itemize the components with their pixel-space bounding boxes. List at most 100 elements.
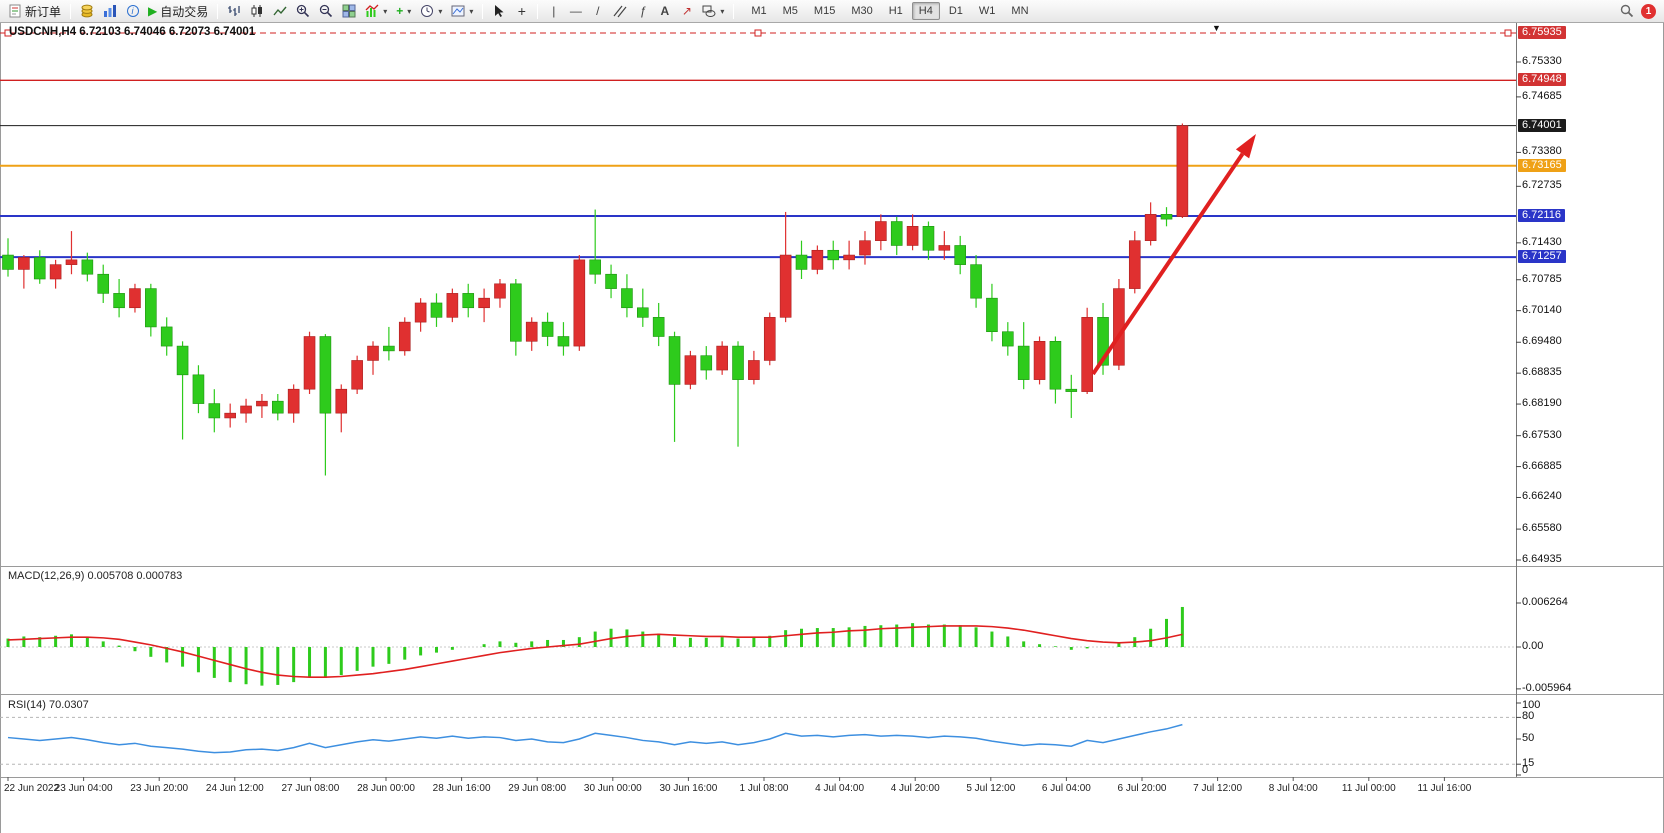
indicator-scale-label: 50 <box>1522 732 1535 744</box>
data-window-button[interactable] <box>99 1 121 21</box>
price-scale[interactable]: 6.75935 6.75330 6.74948 6.74685 6.74001 6.733… <box>1517 23 1664 810</box>
price-scale-label: 6.69480 <box>1522 335 1562 348</box>
autotrade-play-icon: ▶ <box>148 4 158 18</box>
market-watch-button[interactable] <box>76 1 98 21</box>
price-level-badge: 6.74948 <box>1518 73 1566 87</box>
plus-icon: + <box>396 4 404 18</box>
toolbar-separator <box>217 3 219 19</box>
new-order-button[interactable]: 新订单 <box>4 1 65 21</box>
new-order-icon <box>9 4 21 18</box>
price-scale-label: 6.74685 <box>1522 89 1562 102</box>
indicator-scale-label: 0.00 <box>1522 640 1544 652</box>
vertical-line-icon: | <box>552 4 556 18</box>
arrows-tool[interactable]: ↗ <box>676 1 697 21</box>
price-scale-label: 6.65580 <box>1522 522 1562 535</box>
add-indicator-button[interactable]: + ▾ <box>392 1 415 21</box>
time-axis-label: 27 Jun 08:00 <box>281 783 340 794</box>
toolbar-separator <box>537 3 539 19</box>
price-scale-label: 6.68190 <box>1522 397 1562 410</box>
timeframe-button-m5[interactable]: M5 <box>782 5 798 17</box>
timeframe-button-h1[interactable]: H1 <box>888 5 903 17</box>
zoom-out-button[interactable] <box>315 1 337 21</box>
time-axis-label: 8 Jul 04:00 <box>1268 783 1318 794</box>
channel-tool[interactable] <box>609 1 631 21</box>
shapes-icon <box>702 5 716 17</box>
timeframe-button-d1[interactable]: D1 <box>948 5 963 17</box>
price-level-badge: 6.75935 <box>1518 26 1566 39</box>
zoom-in-button[interactable] <box>292 1 314 21</box>
price-level-badge: 6.71257 <box>1518 250 1566 264</box>
horizontal-line-tool[interactable]: — <box>565 1 586 21</box>
arrows-tool-icon: ↗ <box>681 4 692 18</box>
notification-badge[interactable]: 1 <box>1641 3 1656 19</box>
toolbar-separator <box>733 3 735 19</box>
line-chart-type-icon <box>273 6 287 16</box>
indicators-icon <box>365 4 379 17</box>
indicator-scale-label: 15 <box>1522 757 1535 770</box>
timeframe-button-h4[interactable]: H4 <box>911 2 940 20</box>
toolbar-separator <box>482 3 484 19</box>
info-icon: i <box>126 5 139 17</box>
timeframe-button-m15[interactable]: M15 <box>813 5 836 17</box>
price-scale-label: 6.66240 <box>1522 490 1562 503</box>
zoom-in-icon <box>297 4 310 18</box>
chart-bars-button[interactable] <box>223 1 245 21</box>
chart-shift-marker-icon[interactable]: ▼ <box>1212 23 1221 33</box>
chart-candles-button[interactable] <box>246 1 268 21</box>
fibonacci-tool[interactable]: ƒ <box>632 1 653 21</box>
price-scale-label: 6.66885 <box>1522 459 1562 472</box>
price-scale-label: 6.71430 <box>1522 235 1562 248</box>
auto-trading-button[interactable]: ▶ 自动交易 <box>144 1 212 21</box>
time-axis-label: 7 Jul 12:00 <box>1193 783 1243 794</box>
price-scale-label: 6.73380 <box>1522 145 1562 158</box>
gold-coins-icon <box>81 4 93 18</box>
price-scale-label: 6.75330 <box>1522 54 1562 67</box>
blue-chart-icon <box>104 5 117 17</box>
price-scale-label: 6.64935 <box>1522 553 1562 565</box>
cursor-icon <box>495 5 504 17</box>
time-axis-label: 1 Jul 08:00 <box>739 783 789 794</box>
crosshair-button[interactable]: + <box>511 1 532 21</box>
timeframe-button-mn[interactable]: MN <box>1011 5 1029 17</box>
help-button[interactable]: i <box>122 1 143 21</box>
chevron-down-icon: ▾ <box>469 6 474 16</box>
indicators-button[interactable]: ▾ <box>361 1 391 21</box>
timeframe-toolbar: M1 M5 M15 M30 H1 H4 D1 W1 MN <box>743 2 1036 20</box>
trendline-icon: / <box>596 4 600 18</box>
cursor-button[interactable] <box>488 1 510 21</box>
bar-chart-type-icon <box>228 6 240 16</box>
periodicity-button[interactable]: ▾ <box>416 1 446 21</box>
horizontal-line-icon: — <box>569 4 582 18</box>
time-axis-label: 29 Jun 08:00 <box>508 783 567 794</box>
time-axis-label: 11 Jul 00:00 <box>1341 783 1396 794</box>
main-toolbar: 新订单 i ▶ 自动交易 <box>0 0 1664 23</box>
price-scale-label: 6.70785 <box>1522 272 1562 285</box>
chart-symbol-title: USDCNH,H4 6.72103 6.74046 6.72073 6.7400… <box>9 26 256 38</box>
templates-button[interactable]: ▾ <box>447 1 477 21</box>
time-axis-label: 23 Jun 20:00 <box>130 783 189 794</box>
time-axis-label: 5 Jul 12:00 <box>966 783 1016 794</box>
crosshair-icon: + <box>517 3 526 19</box>
time-axis-label: 28 Jun 16:00 <box>432 783 491 794</box>
chart-window <box>0 23 1664 833</box>
new-order-label: 新订单 <box>25 4 62 19</box>
vertical-line-tool[interactable]: | <box>543 1 564 21</box>
search-button[interactable] <box>1616 1 1638 21</box>
time-axis-label: 6 Jul 20:00 <box>1117 783 1167 794</box>
tile-windows-icon <box>342 4 356 18</box>
chevron-down-icon: ▾ <box>407 6 412 16</box>
shapes-tool[interactable]: ▾ <box>698 1 728 21</box>
timeframe-button-m30[interactable]: M30 <box>851 5 873 17</box>
chart-line-button[interactable] <box>269 1 291 21</box>
indicator-scale-label: 0.006264 <box>1522 596 1568 608</box>
tile-windows-button[interactable] <box>338 1 360 21</box>
time-scale[interactable]: 22 Jun 2022 23 Jun 04:00 23 Jun 20:00 24 Ju… <box>0 777 1517 807</box>
trendline-tool[interactable]: / <box>587 1 608 21</box>
fibonacci-icon: ƒ <box>639 4 647 18</box>
zoom-out-icon <box>320 4 333 18</box>
toolbar-separator <box>70 3 72 19</box>
timeframe-button-m1[interactable]: M1 <box>751 5 767 17</box>
text-tool[interactable]: A <box>654 1 675 21</box>
timeframe-button-w1[interactable]: W1 <box>978 5 996 17</box>
